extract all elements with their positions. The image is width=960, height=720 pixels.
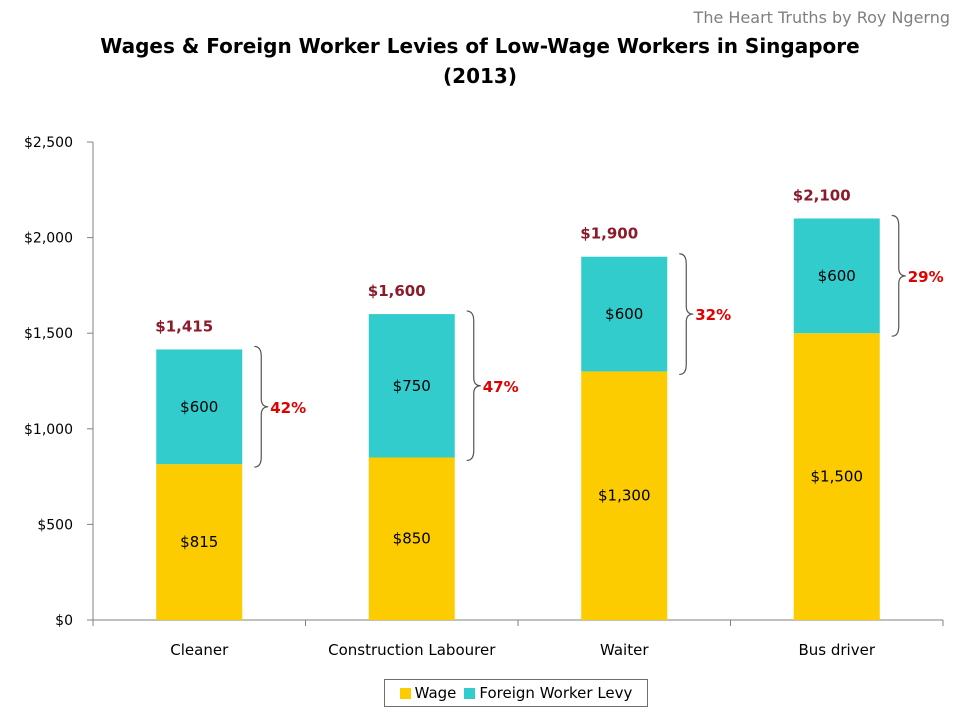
legend-item-wage: Wage: [399, 684, 457, 702]
chart-title: Wages & Foreign Worker Levies of Low-Wag…: [100, 34, 860, 58]
y-tick-label: $500: [37, 517, 73, 533]
x-category-label: Bus driver: [798, 641, 875, 659]
bar-label-wage: $850: [393, 530, 431, 548]
x-category-label: Waiter: [600, 641, 649, 659]
levy-share-label: 42%: [270, 399, 306, 417]
bar-wage: [368, 457, 455, 620]
bar-levy: [156, 349, 243, 465]
levy-brace: [466, 310, 481, 462]
bar-label-levy: $600: [818, 267, 856, 285]
bar-total-label: $2,100: [793, 186, 851, 204]
bar-total-label: $1,900: [580, 225, 638, 243]
levy-share-label: 47%: [483, 378, 519, 396]
bar-levy: [581, 256, 668, 372]
bar-wage: [581, 371, 668, 620]
bar-label-levy: $600: [605, 305, 643, 323]
bar-total-label: $1,415: [155, 317, 213, 335]
bar-total-label: $1,600: [368, 282, 426, 300]
bar-levy: [793, 218, 880, 334]
bar-label-wage: $1,500: [811, 468, 864, 486]
legend-item-levy: Foreign Worker Levy: [464, 684, 632, 702]
bar-label-levy: $750: [393, 377, 431, 395]
chart-subtitle: (2013): [443, 64, 517, 88]
y-tick-label: $1,000: [24, 422, 73, 438]
bar-levy: [368, 314, 455, 458]
y-tick-label: $2,000: [24, 231, 73, 247]
levy-brace: [254, 345, 269, 468]
y-tick-label: $2,500: [24, 135, 73, 151]
credit-text: The Heart Truths by Roy Ngerng: [693, 8, 950, 27]
legend-label-wage: Wage: [414, 684, 457, 702]
legend-swatch-wage: [399, 687, 411, 699]
chart-legend: Wage Foreign Worker Levy: [384, 679, 648, 707]
legend-swatch-levy: [464, 687, 476, 699]
levy-share-label: 29%: [908, 268, 944, 286]
levy-share-label: 32%: [695, 306, 731, 324]
levy-brace: [891, 214, 906, 337]
bar-label-levy: $600: [180, 398, 218, 416]
bar-wage: [156, 464, 243, 620]
x-category-label: Cleaner: [170, 641, 229, 659]
levy-brace: [679, 253, 694, 376]
bar-wage: [793, 333, 880, 620]
bar-label-wage: $1,300: [598, 487, 651, 505]
x-category-label: Construction Labourer: [328, 641, 496, 659]
bar-label-wage: $815: [180, 533, 218, 551]
y-tick-label: $1,500: [24, 326, 73, 342]
y-tick-label: $0: [55, 613, 73, 629]
legend-label-levy: Foreign Worker Levy: [479, 684, 633, 702]
